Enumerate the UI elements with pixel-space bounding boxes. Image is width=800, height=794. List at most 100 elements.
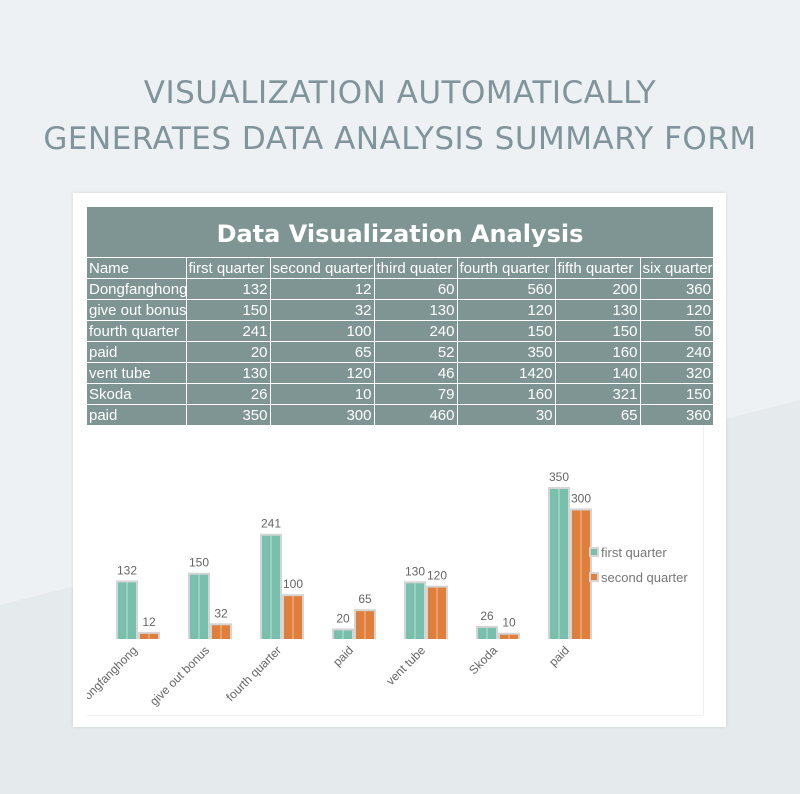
value-cell[interactable]: 560: [456, 278, 556, 300]
data-label: 350: [549, 470, 569, 484]
column-header[interactable]: second quarter: [269, 258, 375, 279]
value-cell[interactable]: 79: [373, 383, 458, 405]
column-header[interactable]: fourth quarter: [456, 258, 556, 279]
data-label: 32: [214, 606, 228, 620]
value-cell[interactable]: 200: [554, 278, 641, 300]
value-cell[interactable]: 32: [269, 299, 375, 321]
value-cell[interactable]: 360: [639, 278, 713, 300]
value-cell[interactable]: 60: [373, 278, 458, 300]
value-cell[interactable]: 130: [373, 299, 458, 321]
data-label: 26: [480, 609, 494, 623]
value-cell[interactable]: 65: [269, 341, 375, 363]
row-name-cell[interactable]: Dongfanghong: [87, 278, 187, 300]
value-cell[interactable]: 300: [269, 404, 375, 426]
data-table: Name first quarter second quarter third qua…: [87, 258, 713, 426]
value-cell[interactable]: 150: [554, 320, 641, 342]
bar-2: [570, 508, 592, 639]
value-cell[interactable]: 1420: [456, 362, 556, 384]
value-cell[interactable]: 130: [554, 299, 641, 321]
column-header[interactable]: fifth quarter: [554, 258, 641, 279]
value-cell[interactable]: 65: [554, 404, 641, 426]
value-cell[interactable]: 10: [269, 383, 375, 405]
bar-1: [404, 581, 426, 639]
row-name-cell[interactable]: vent tube: [87, 362, 187, 384]
bar-highlight: [198, 574, 200, 639]
legend-swatch: [589, 572, 599, 582]
value-cell[interactable]: 150: [185, 299, 271, 321]
value-cell[interactable]: 240: [373, 320, 458, 342]
value-cell[interactable]: 132: [185, 278, 271, 300]
value-cell[interactable]: 100: [269, 320, 375, 342]
bar-highlight: [126, 582, 128, 639]
data-label: 132: [117, 563, 137, 577]
value-cell[interactable]: 241: [185, 320, 271, 342]
table-row: Skoda 26 10 79 160 321 150: [87, 383, 713, 405]
bar-fill: [262, 535, 280, 639]
bar-highlight: [292, 596, 294, 639]
table-row: paid 350 300 460 30 65 360: [87, 404, 713, 426]
data-label: 150: [189, 556, 209, 570]
data-label: 100: [283, 577, 303, 591]
bar-highlight: [148, 633, 150, 639]
bar-1: [332, 628, 354, 639]
column-header[interactable]: six quarter: [639, 258, 713, 279]
table-row: fourth quarter 241 100 240 150 150 50: [87, 320, 713, 342]
bar-highlight: [508, 634, 510, 639]
value-cell[interactable]: 26: [185, 383, 271, 405]
value-cell[interactable]: 120: [456, 299, 556, 321]
value-cell[interactable]: 20: [185, 341, 271, 363]
x-tick-label: paid: [330, 643, 356, 669]
data-table-container: Data Visualization Analysis Name first qu…: [87, 207, 713, 426]
value-cell[interactable]: 460: [373, 404, 458, 426]
column-header[interactable]: first quarter: [185, 258, 271, 279]
value-cell[interactable]: 46: [373, 362, 458, 384]
bar-fill: [478, 627, 496, 639]
bar-1: [188, 572, 210, 639]
legend-swatch: [589, 547, 599, 557]
bar-2: [426, 585, 448, 639]
data-label: 130: [405, 564, 425, 578]
column-header[interactable]: third quater: [373, 258, 458, 279]
row-name-cell[interactable]: Skoda: [87, 383, 187, 405]
x-tick-label: give out bonus: [147, 643, 212, 708]
data-label: 65: [358, 592, 372, 606]
row-name-cell[interactable]: paid: [87, 341, 187, 363]
value-cell[interactable]: 350: [185, 404, 271, 426]
x-tick-label: fourth quarter: [223, 643, 284, 704]
value-cell[interactable]: 350: [456, 341, 556, 363]
bar-fill: [356, 611, 374, 639]
value-cell[interactable]: 160: [554, 341, 641, 363]
x-tick-label: Skoda: [466, 643, 500, 677]
bar-2: [498, 632, 520, 639]
value-cell[interactable]: 140: [554, 362, 641, 384]
row-name-cell[interactable]: paid: [87, 404, 187, 426]
value-cell[interactable]: 50: [639, 320, 713, 342]
value-cell[interactable]: 360: [639, 404, 713, 426]
value-cell[interactable]: 120: [269, 362, 375, 384]
value-cell[interactable]: 52: [373, 341, 458, 363]
bar-1: [548, 487, 570, 639]
value-cell[interactable]: 240: [639, 341, 713, 363]
value-cell[interactable]: 30: [456, 404, 556, 426]
value-cell[interactable]: 160: [456, 383, 556, 405]
table-row: paid 20 65 52 350 160 240: [87, 341, 713, 363]
value-cell[interactable]: 150: [456, 320, 556, 342]
bar-highlight: [342, 630, 344, 639]
headline-line-1: VISUALIZATION AUTOMATICALLY: [143, 75, 657, 111]
column-header[interactable]: Name: [87, 258, 187, 279]
headline-line-2: GENERATES DATA ANALYSIS SUMMARY FORM: [43, 121, 757, 157]
bar-fill: [190, 574, 208, 639]
row-name-cell[interactable]: fourth quarter: [87, 320, 187, 342]
value-cell[interactable]: 150: [639, 383, 713, 405]
value-cell[interactable]: 120: [639, 299, 713, 321]
value-cell[interactable]: 320: [639, 362, 713, 384]
bar-2: [354, 609, 376, 639]
bar-fill: [428, 587, 446, 639]
bar-highlight: [270, 535, 272, 639]
value-cell[interactable]: 321: [554, 383, 641, 405]
table-row: give out bonus 150 32 130 120 130 120: [87, 299, 713, 321]
value-cell[interactable]: 130: [185, 362, 271, 384]
row-name-cell[interactable]: give out bonus: [87, 299, 187, 321]
value-cell[interactable]: 12: [269, 278, 375, 300]
